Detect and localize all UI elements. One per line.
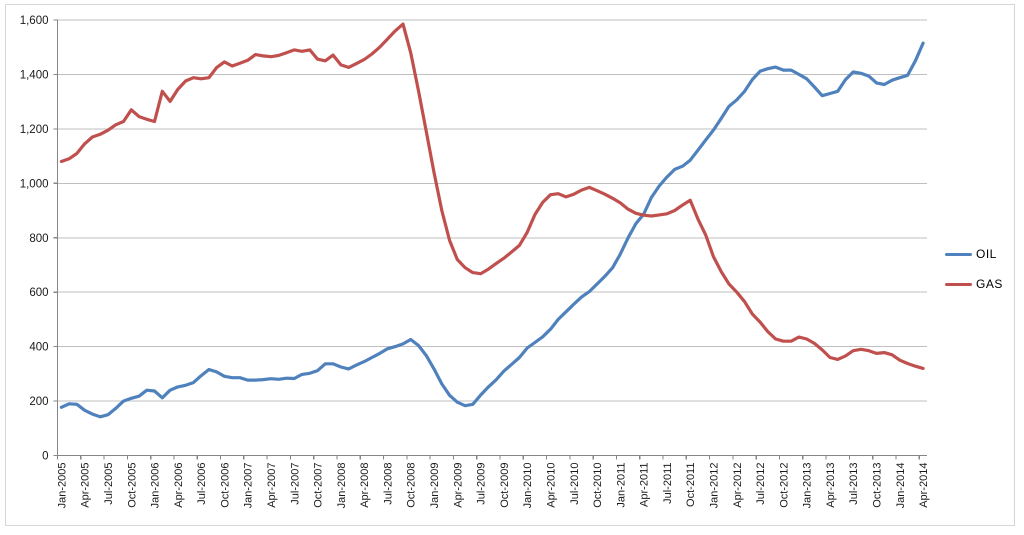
x-axis-label: Jul-2008 — [382, 463, 394, 505]
x-axis-label: Oct-2006 — [219, 463, 231, 508]
x-axis-label: Apr-2014 — [918, 463, 930, 508]
x-axis-label: Jul-2009 — [476, 463, 488, 505]
x-axis-label: Oct-2009 — [499, 463, 511, 508]
x-axis-label: Jan-2014 — [895, 463, 907, 509]
x-axis-label: Jul-2006 — [196, 463, 208, 505]
x-axis-label: Oct-2007 — [313, 463, 325, 508]
y-axis-label: 0 — [42, 451, 48, 463]
x-axis-label: Jan-2008 — [336, 463, 348, 509]
y-axis-label: 1,600 — [20, 15, 49, 27]
y-axis-label: 400 — [29, 342, 48, 354]
y-axis-label: 200 — [29, 396, 48, 408]
chart-legend: OIL GAS — [945, 239, 1003, 299]
x-axis-label: Jan-2012 — [709, 463, 721, 509]
gas-line-swatch — [945, 282, 972, 286]
legend-item-gas: GAS — [945, 269, 1003, 299]
x-axis-label: Jan-2005 — [56, 463, 68, 509]
x-axis-label: Jul-2012 — [755, 463, 767, 505]
x-axis-label: Apr-2005 — [80, 463, 92, 508]
x-axis-label: Apr-2008 — [359, 463, 371, 508]
x-axis-label: Jan-2010 — [522, 463, 534, 509]
y-axis-label: 800 — [29, 233, 48, 245]
y-axis-label: 600 — [29, 287, 48, 299]
x-axis-label: Apr-2012 — [732, 463, 744, 508]
series-oil-line — [59, 41, 925, 419]
x-axis-label: Jan-2009 — [429, 463, 441, 509]
x-axis-label: Apr-2010 — [545, 463, 557, 508]
y-axis-label: 1,000 — [20, 178, 49, 190]
x-axis-label: Jan-2013 — [802, 463, 814, 509]
x-axis-label: Oct-2011 — [685, 463, 697, 507]
chart-frame — [5, 4, 1015, 526]
y-axis-label: 1,200 — [20, 124, 49, 136]
x-axis-label: Apr-2007 — [266, 463, 278, 508]
legend-label-gas: GAS — [976, 277, 1003, 291]
x-axis-label: Jul-2005 — [103, 463, 115, 505]
x-axis-label: Jul-2011 — [662, 463, 674, 504]
oil-line-swatch — [945, 252, 972, 256]
x-axis-label: Jan-2007 — [243, 463, 255, 509]
legend-label-oil: OIL — [976, 247, 997, 261]
x-axis-label: Apr-2011 — [639, 463, 651, 507]
x-axis-label: Oct-2010 — [592, 463, 604, 508]
legend-item-oil: OIL — [945, 239, 1003, 269]
y-axis-label: 1,400 — [20, 69, 49, 81]
x-axis-label: Jan-2006 — [150, 463, 162, 509]
series-gas-line — [59, 22, 925, 370]
x-axis-label: Oct-2012 — [778, 463, 790, 508]
x-axis-label: Jul-2010 — [569, 463, 581, 505]
x-axis-label: Jan-2011 — [615, 463, 627, 508]
x-axis-label: Jul-2013 — [848, 463, 860, 505]
x-axis-label: Oct-2008 — [406, 463, 418, 508]
x-axis-label: Apr-2013 — [825, 463, 837, 508]
x-axis-label: Apr-2009 — [452, 463, 464, 508]
x-axis-label: Apr-2006 — [173, 463, 185, 508]
x-axis-label: Oct-2013 — [872, 463, 884, 508]
x-axis-label: Jul-2007 — [289, 463, 301, 505]
x-axis-label: Oct-2005 — [126, 463, 138, 508]
